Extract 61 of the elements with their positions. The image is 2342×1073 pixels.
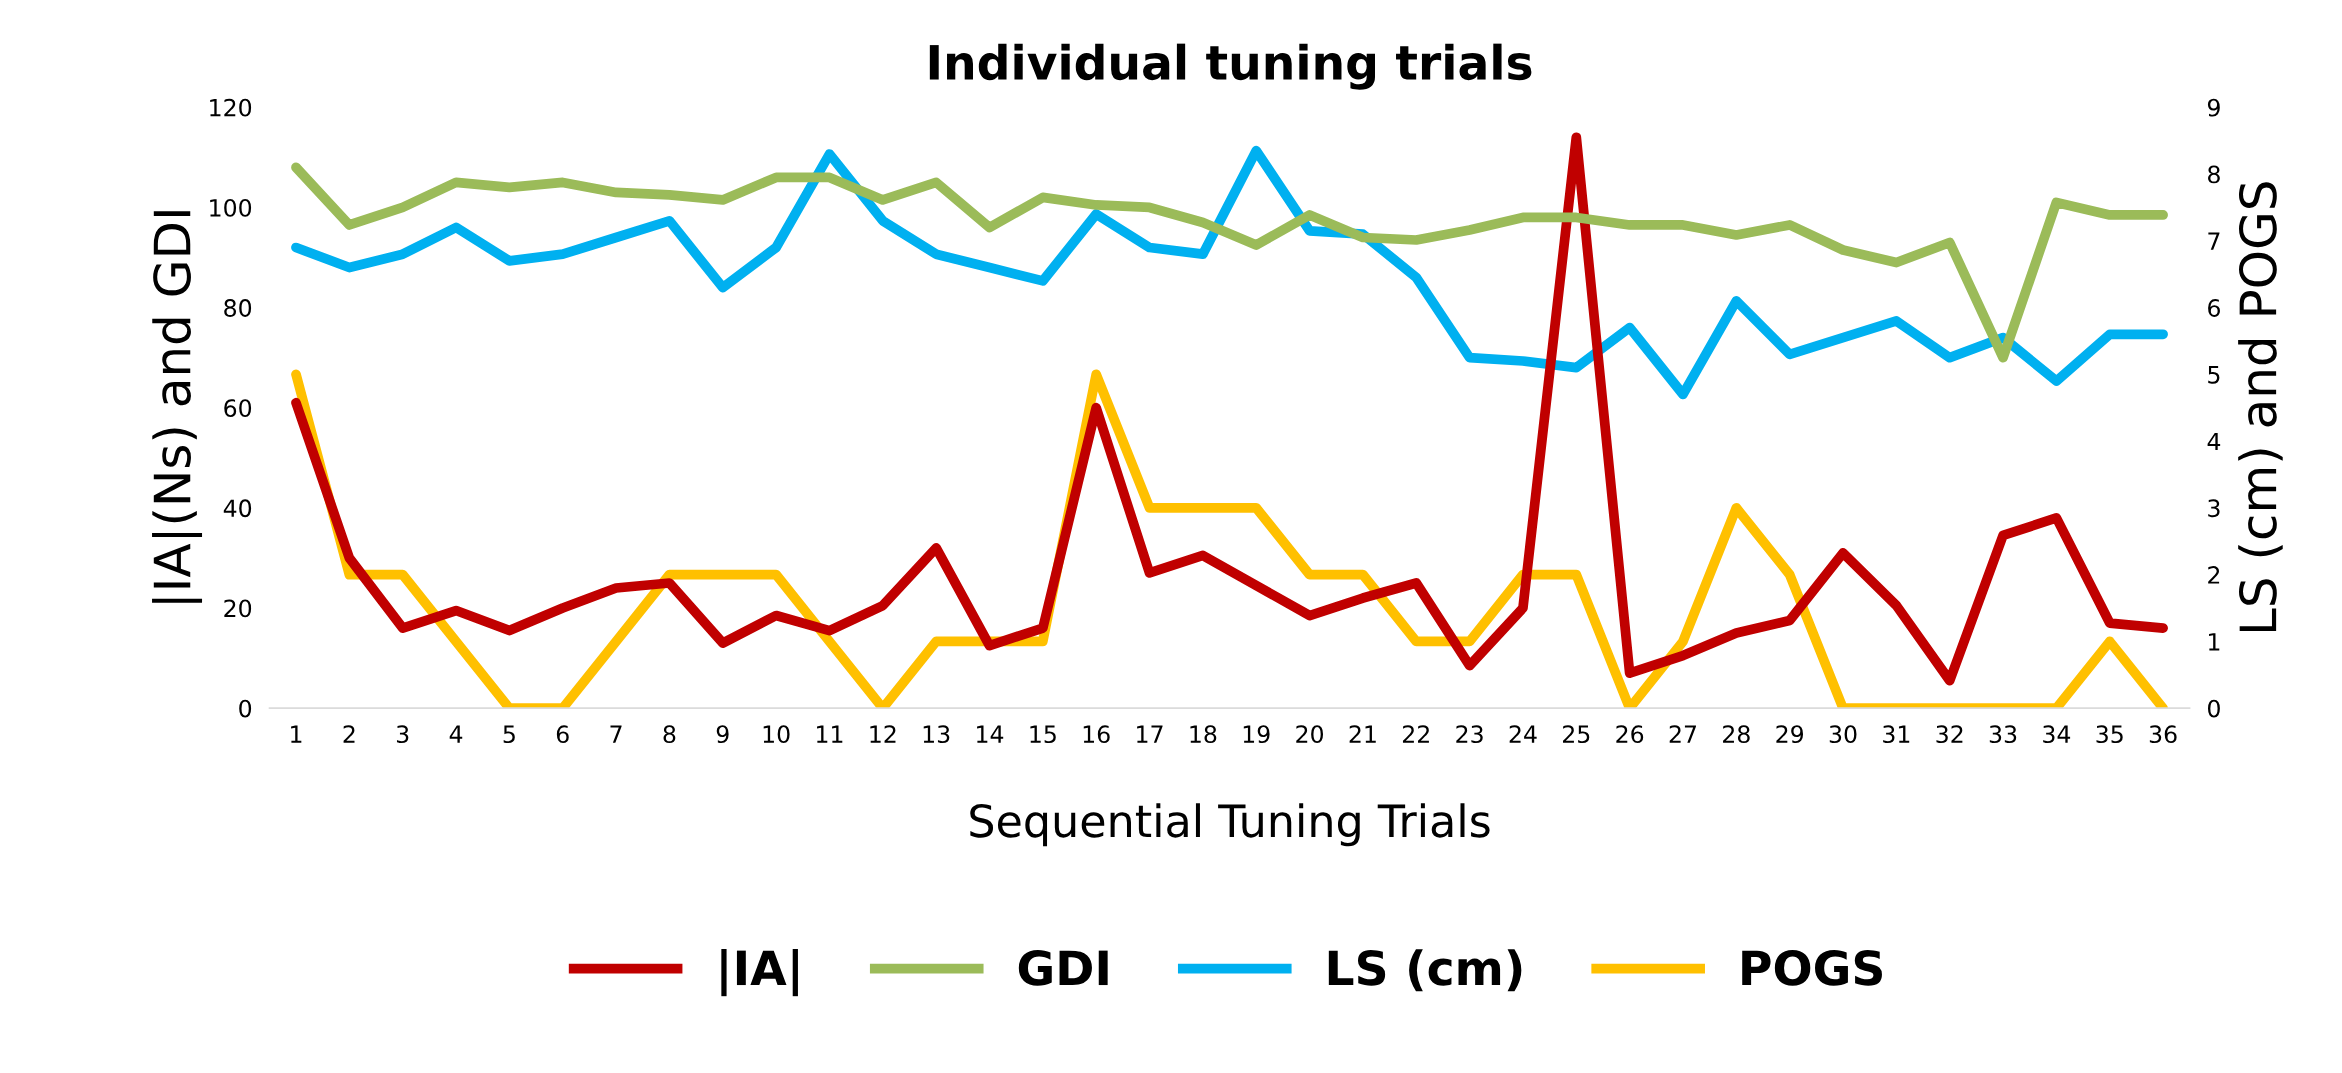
x-tick-label: 9 — [716, 725, 729, 744]
x-tick-label: 19 — [1243, 725, 1270, 744]
x-tick-label: 6 — [556, 725, 569, 744]
x-tick-label: 12 — [870, 725, 896, 743]
x-tick-label: 8 — [663, 725, 676, 744]
y2-axis-title: LS (cm) and POGS — [2238, 182, 2283, 632]
x-tick-label: 31 — [1883, 725, 1910, 744]
y-axis-title: |IA|(Ns) and GDI — [152, 211, 203, 603]
y-tick-label: 80 — [224, 299, 252, 317]
x-tick-label: 28 — [1723, 725, 1750, 744]
x-tick-label: 3 — [396, 725, 409, 744]
y2-tick-label: 7 — [2208, 232, 2220, 250]
x-tick-label: 7 — [610, 725, 622, 743]
x-tick-label: 33 — [1989, 725, 2017, 744]
y2-tick-label: 9 — [2207, 98, 2220, 117]
x-tick-label: 4 — [449, 725, 463, 743]
x-tick-label: 36 — [2149, 725, 2177, 744]
x-tick-label: 20 — [1296, 725, 1324, 744]
x-tick-label: 13 — [923, 725, 950, 744]
x-tick-label: 17 — [1137, 725, 1163, 743]
x-tick-label: 18 — [1190, 725, 1217, 744]
legend-label: GDI — [1018, 950, 1108, 986]
chart-title: Individual tuning trials — [929, 43, 1532, 90]
x-axis-title: Sequential Tuning Trials — [970, 803, 1490, 847]
y2-tick-label: 0 — [2207, 699, 2220, 718]
x-tick-label: 14 — [977, 725, 1004, 743]
x-tick-label: 5 — [503, 725, 515, 744]
y-tick-label: 60 — [224, 399, 252, 418]
x-tick-label: 35 — [2096, 725, 2123, 744]
x-tick-label: 26 — [1616, 725, 1644, 744]
x-tick-label: 29 — [1776, 725, 1804, 744]
y2-tick-label: 1 — [2209, 633, 2220, 651]
x-tick-label: 30 — [1829, 725, 1857, 744]
legend-label: LS (cm) — [1328, 949, 1522, 992]
legend-label: POGS — [1742, 950, 1882, 986]
x-tick-label: 23 — [1456, 725, 1483, 744]
y-tick-label: 0 — [239, 699, 252, 718]
x-tick-label: 32 — [1936, 725, 1963, 744]
x-tick-label: 16 — [1083, 725, 1110, 744]
y2-tick-label: 3 — [2208, 499, 2220, 518]
y-tick-label: 120 — [210, 98, 252, 117]
y2-tick-label: 6 — [2208, 299, 2220, 317]
x-tick-label: 11 — [817, 725, 843, 743]
y2-tick-label: 2 — [2208, 566, 2220, 584]
y2-tick-label: 5 — [2208, 366, 2220, 384]
y-tick-label: 20 — [224, 599, 252, 618]
y-tick-label: 40 — [223, 499, 252, 518]
x-tick-label: 27 — [1669, 725, 1696, 743]
x-tick-label: 22 — [1402, 725, 1429, 743]
x-tick-label: 24 — [1509, 725, 1537, 743]
y2-tick-label: 8 — [2208, 165, 2220, 184]
x-tick-label: 25 — [1563, 725, 1590, 744]
x-tick-label: 10 — [763, 725, 790, 744]
x-tick-label: 1 — [291, 725, 302, 743]
y2-tick-label: 4 — [2207, 432, 2221, 451]
x-tick-label: 21 — [1349, 725, 1376, 743]
x-tick-label: 34 — [2043, 725, 2071, 744]
y-tick-label: 100 — [210, 198, 252, 217]
x-tick-label: 15 — [1030, 725, 1056, 744]
legend-label: |IA| — [721, 948, 798, 997]
x-tick-label: 2 — [343, 725, 355, 743]
